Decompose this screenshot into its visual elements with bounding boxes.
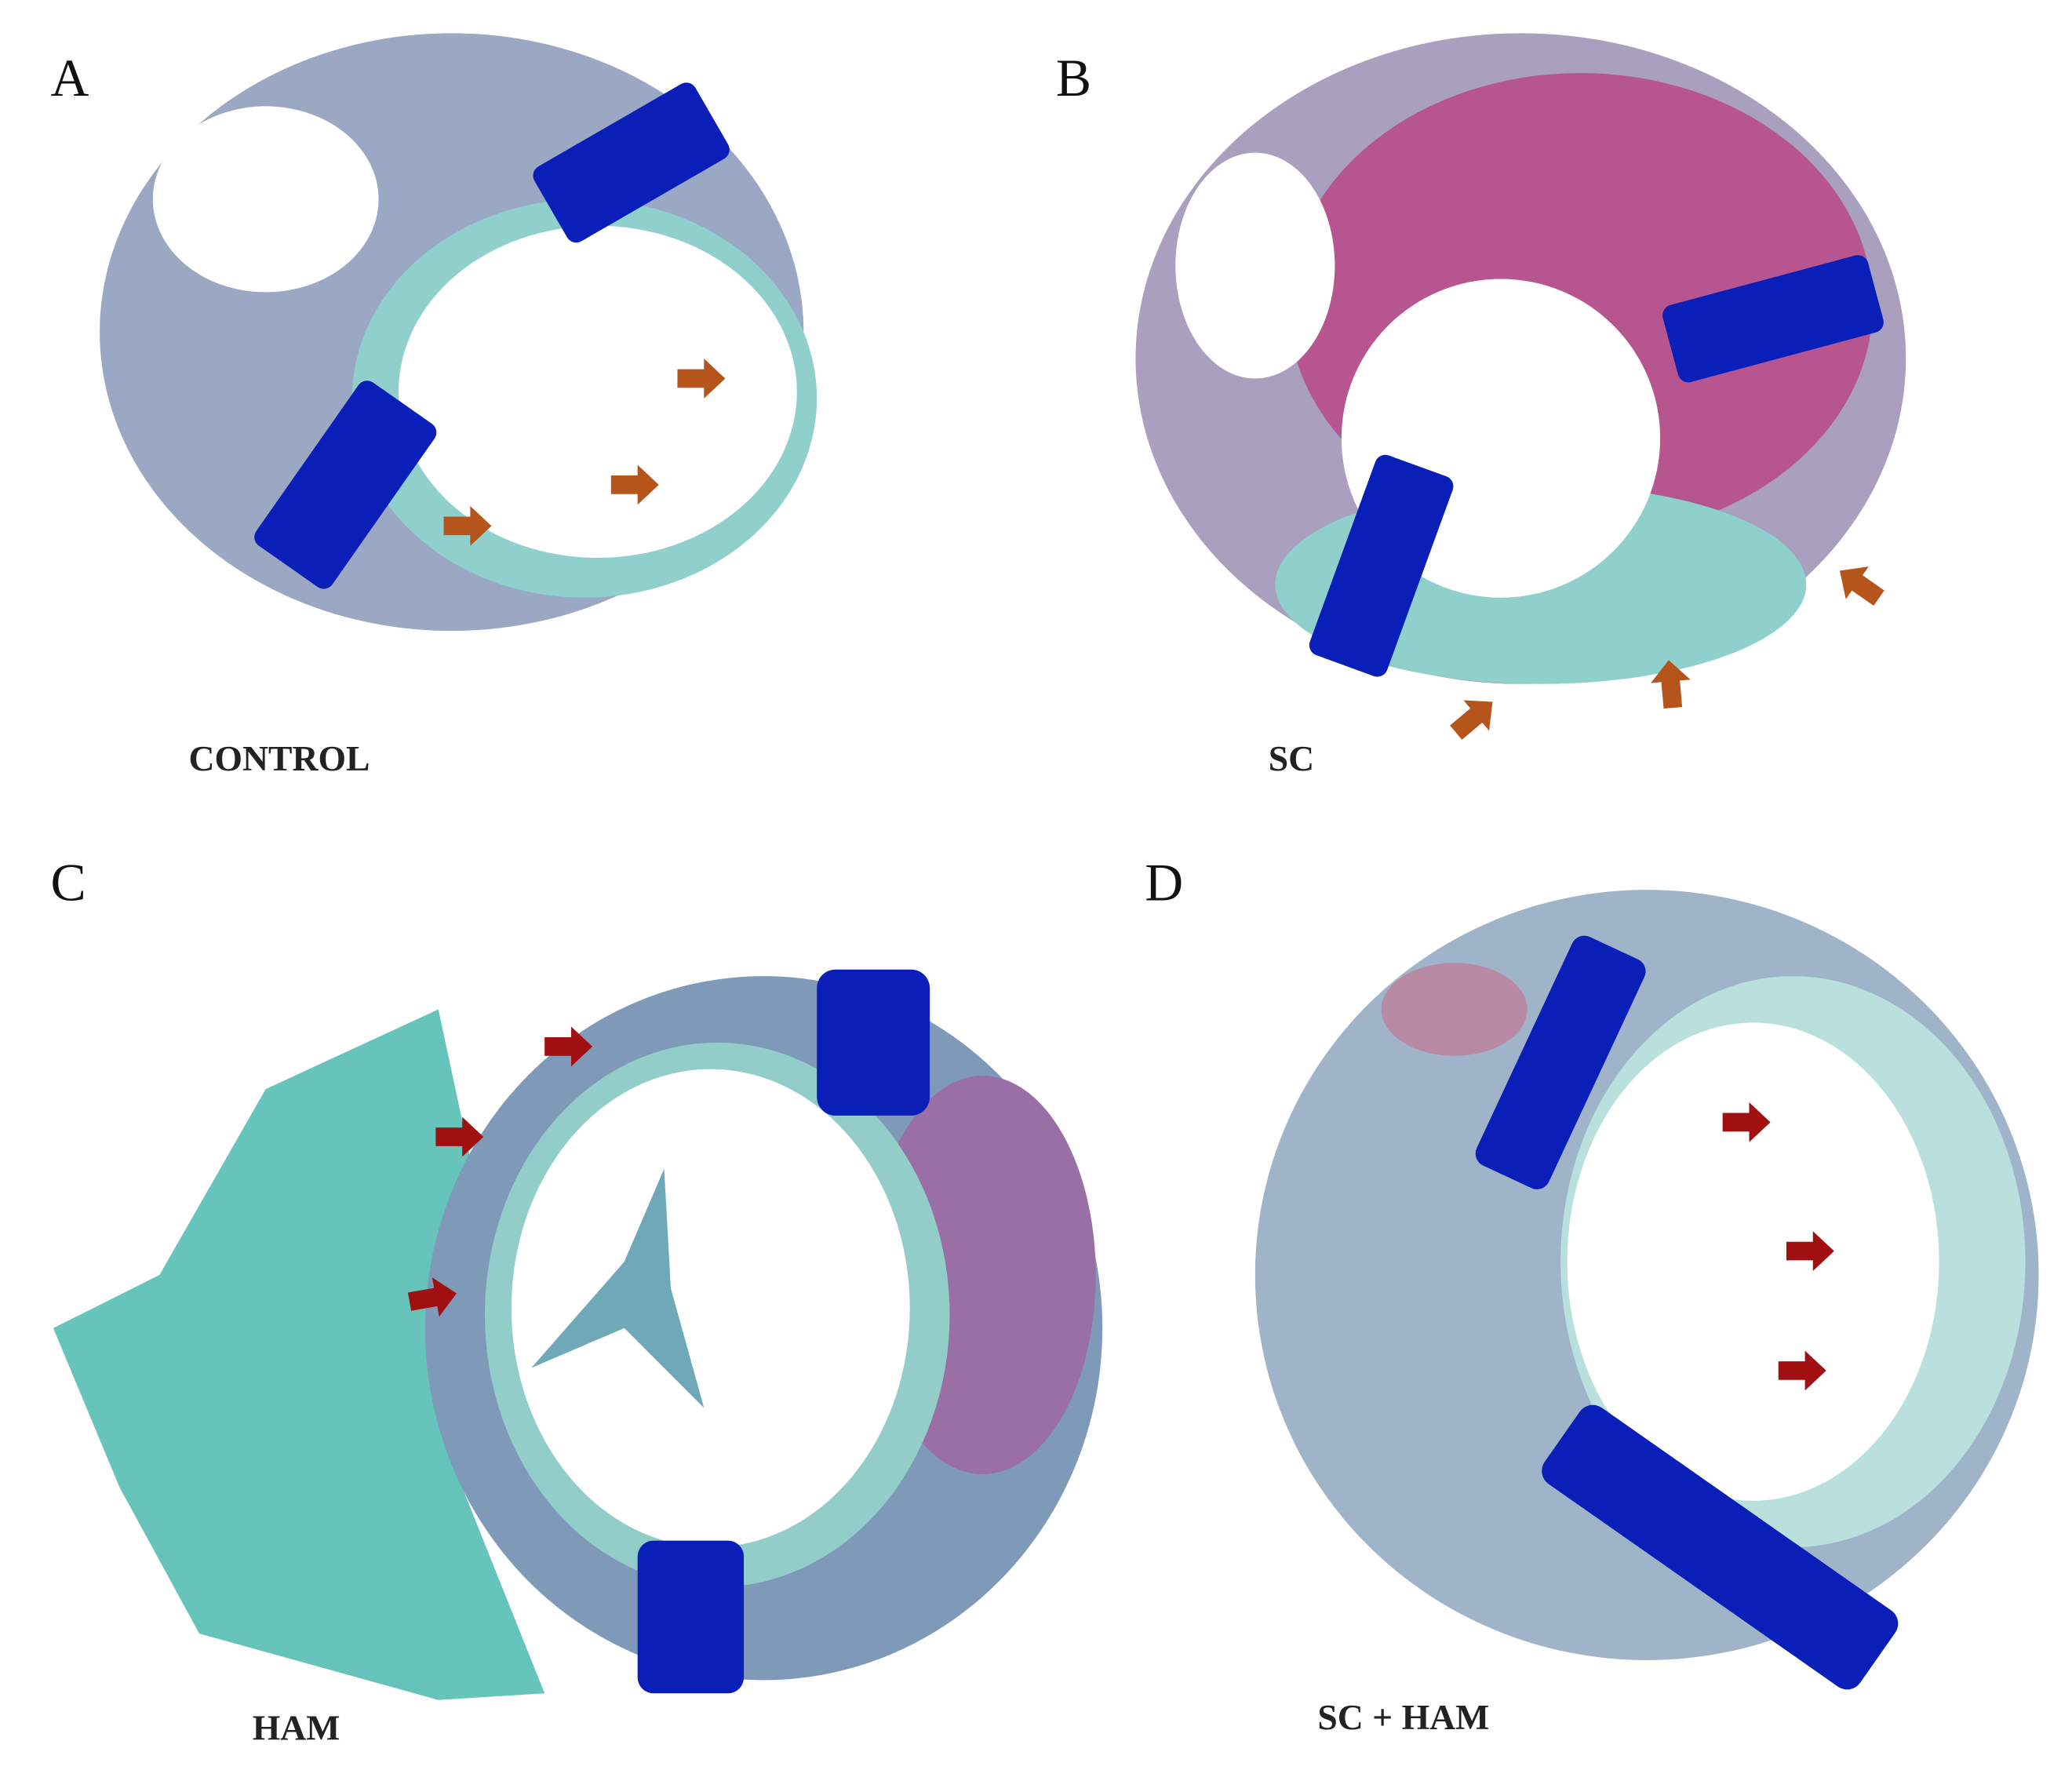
tissue-infarct — [1381, 963, 1528, 1056]
panel-label: HAM — [253, 1708, 340, 1748]
lumen — [152, 106, 379, 293]
panel-label: SC + HAM — [1317, 1697, 1489, 1737]
lumen — [1567, 1022, 1939, 1501]
panel-letter: A — [50, 49, 89, 107]
arrow — [1443, 687, 1506, 748]
papillary — [531, 1168, 705, 1408]
suture-marker — [254, 381, 437, 589]
panel-d: D SC + HAM — [1145, 854, 2039, 1737]
membrane — [53, 1009, 545, 1700]
panel-b: B SC — [1056, 33, 1906, 778]
panel-label: CONTROL — [189, 738, 370, 778]
panel-label: SC — [1269, 738, 1314, 778]
suture-marker — [533, 82, 730, 243]
lumen — [1175, 152, 1335, 379]
suture-marker — [1475, 935, 1646, 1189]
suture-marker — [637, 1540, 745, 1694]
panel-c: C HAM — [50, 854, 1103, 1748]
suture-marker — [817, 969, 930, 1116]
panel-letter: B — [1056, 49, 1091, 107]
lumen — [398, 225, 797, 558]
panel-letter: D — [1145, 854, 1183, 912]
suture-marker — [1662, 255, 1884, 383]
panel-letter: C — [50, 854, 86, 912]
suture-marker — [1309, 454, 1454, 677]
suture-marker — [1542, 1404, 1899, 1690]
lumen — [511, 1069, 910, 1548]
panel-a: A CONTROL — [50, 33, 818, 778]
arrow — [1828, 554, 1891, 615]
